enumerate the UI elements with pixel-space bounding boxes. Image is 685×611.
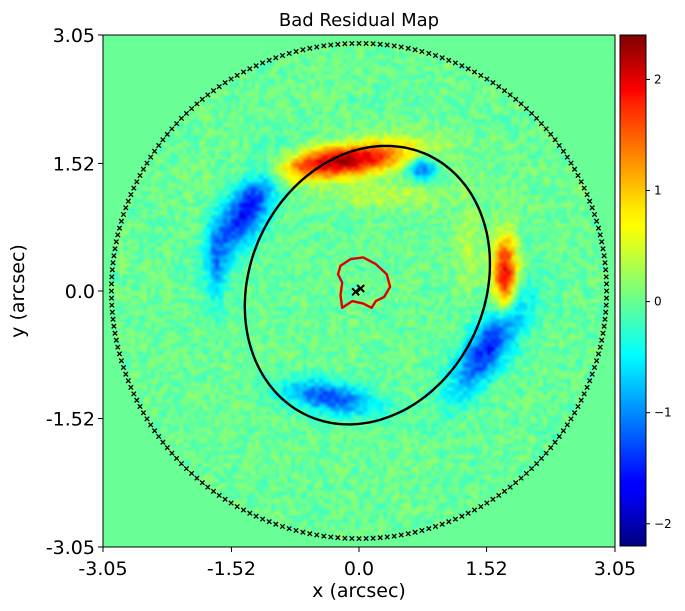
x-tick-label: 1.52 xyxy=(465,558,507,580)
colorbar-gradient xyxy=(620,35,646,546)
source-marker-1 xyxy=(356,284,365,293)
y-axis: 3.05 1.52 0.0 -1.52 -3.05 xyxy=(46,25,103,559)
y-tick-label: -1.52 xyxy=(46,409,95,431)
colorbar-tick-label: −2 xyxy=(654,517,672,531)
colorbar: 2 1 0 −1 −2 xyxy=(619,34,672,547)
colorbar-frame xyxy=(619,34,647,547)
plot-area xyxy=(102,34,616,548)
caustic xyxy=(336,256,392,309)
chart-title: Bad Residual Map xyxy=(279,10,439,31)
x-tick-label: 3.05 xyxy=(594,558,636,580)
mask-boundary xyxy=(108,40,610,542)
x-tick-label: -1.52 xyxy=(207,558,256,580)
x-tick-label: -3.05 xyxy=(78,558,127,580)
x-tick-label: 0.0 xyxy=(344,558,374,580)
y-tick-label: 1.52 xyxy=(53,153,95,175)
x-axis-label: x (arcsec) xyxy=(312,580,406,602)
source-positions xyxy=(351,284,365,297)
y-tick-label: -3.05 xyxy=(46,537,95,559)
mask-boundary-markers xyxy=(108,40,610,542)
colorbar-tick-label: −1 xyxy=(654,406,672,420)
y-axis-label: y (arcsec) xyxy=(7,244,29,338)
y-tick-label: 0.0 xyxy=(65,281,95,303)
critical-curve xyxy=(243,144,492,426)
source-marker-2 xyxy=(351,287,360,297)
x-axis: -3.05 -1.52 0.0 1.52 3.05 xyxy=(78,547,636,580)
y-tick-label: 3.05 xyxy=(53,25,95,47)
colorbar-tick-label: 1 xyxy=(654,184,662,198)
colorbar-tick-label: 2 xyxy=(654,72,662,86)
colorbar-tick-label: 0 xyxy=(654,295,662,309)
